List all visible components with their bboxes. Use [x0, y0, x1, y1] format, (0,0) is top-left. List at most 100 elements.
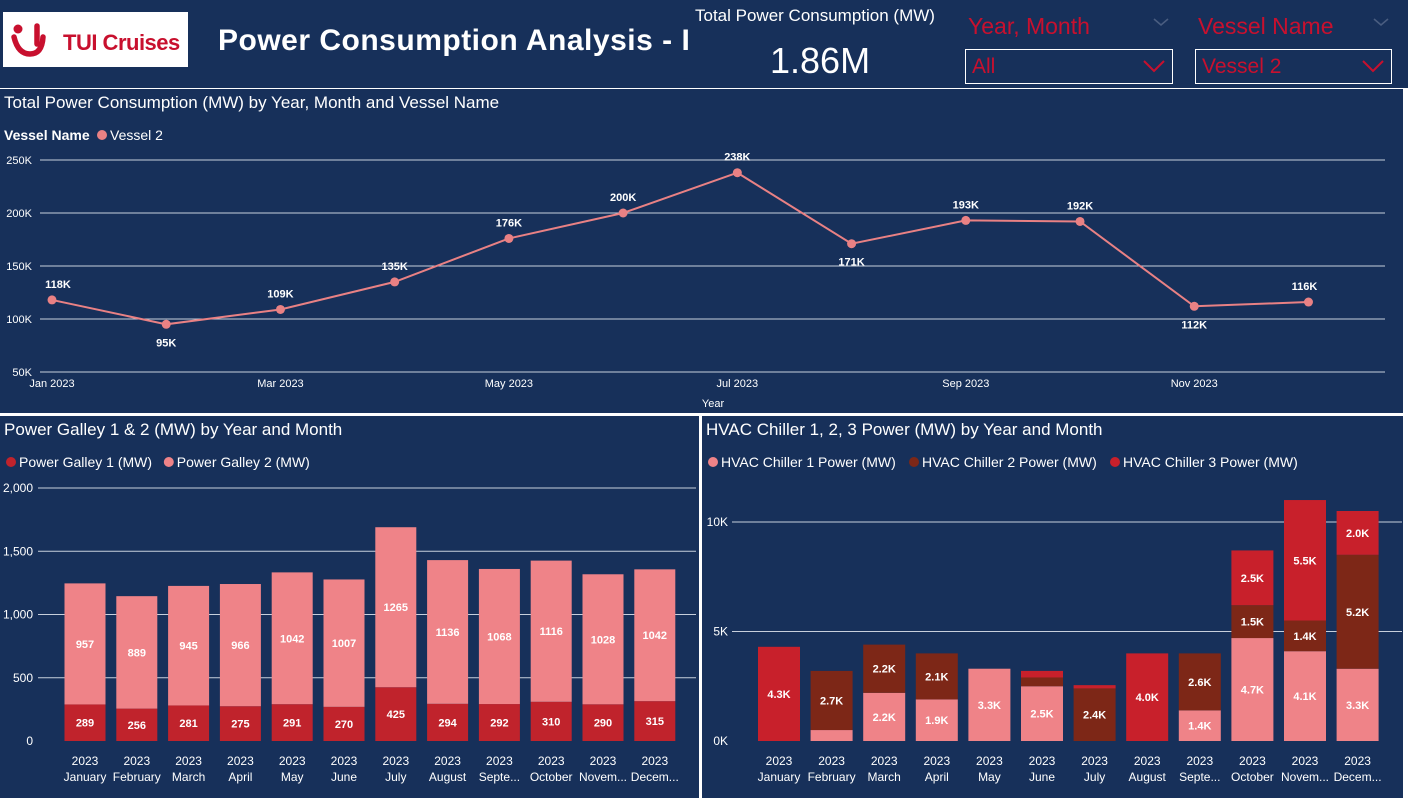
- x-tick-year: 2023: [382, 754, 409, 768]
- slicer-collapse-icon[interactable]: [1152, 16, 1170, 28]
- bar-segment: [168, 585, 210, 706]
- data-label: 5.2K: [1346, 607, 1369, 619]
- y-tick-label: 2,000: [3, 481, 33, 495]
- bar-segment: [271, 704, 313, 741]
- data-point: [1189, 301, 1199, 311]
- x-tick-label: May 2023: [485, 378, 533, 390]
- tui-cruises-logo: TUI Cruises: [3, 12, 188, 67]
- x-tick-label: June: [331, 770, 357, 784]
- x-tick-label: February: [113, 770, 161, 784]
- bar-segment: [168, 705, 210, 741]
- x-tick-label: Nov 2023: [1171, 378, 1218, 390]
- data-label: 289: [76, 718, 94, 730]
- bar-segment: [1284, 620, 1326, 652]
- bar-segment: [1073, 688, 1116, 741]
- bar-segment: [1284, 500, 1326, 621]
- legend-marker: [163, 457, 174, 467]
- kpi-value: 1.86M: [770, 40, 871, 81]
- data-point: [732, 168, 742, 178]
- slicer-collapse-icon[interactable]: [1372, 16, 1390, 28]
- x-tick-label: April: [925, 770, 949, 784]
- legend-label: Power Galley 1 (MW): [19, 454, 152, 470]
- data-label: 957: [76, 639, 94, 651]
- data-label: 3.3K: [978, 700, 1001, 712]
- x-tick-year: 2023: [1134, 754, 1161, 768]
- x-tick-year: 2023: [1029, 754, 1056, 768]
- x-tick-year: 2023: [227, 754, 254, 768]
- bar-segment: [634, 569, 676, 702]
- data-label: 2.0K: [1346, 528, 1369, 540]
- y-tick-label: 150K: [6, 261, 32, 273]
- data-label: 4.1K: [1293, 691, 1316, 703]
- line-chart-panel: Total Power Consumption (MW) by Year, Mo…: [0, 89, 1403, 413]
- bar-segment: [1021, 677, 1063, 687]
- data-label: 1265: [384, 602, 408, 614]
- data-point: [1303, 297, 1313, 307]
- bar-segment: [116, 708, 158, 741]
- data-label: 176K: [496, 217, 522, 229]
- data-label: 425: [387, 709, 405, 721]
- data-label: 294: [438, 717, 457, 729]
- slicer-year-month-dropdown[interactable]: All: [965, 49, 1173, 84]
- slicer-vessel-name-dropdown[interactable]: Vessel 2: [1195, 49, 1392, 84]
- y-tick-label: 1,500: [3, 544, 33, 558]
- x-tick-label: August: [1129, 770, 1167, 784]
- data-label: 112K: [1181, 319, 1207, 331]
- bar-segment: [1336, 554, 1379, 669]
- x-tick-year: 2023: [1344, 754, 1371, 768]
- data-label: 1042: [280, 633, 304, 645]
- bar-segment: [915, 699, 958, 741]
- chart-title: Total Power Consumption (MW) by Year, Mo…: [4, 93, 500, 112]
- x-tick-label: Mar 2023: [257, 378, 303, 390]
- data-label: 118K: [45, 279, 71, 291]
- data-label: 171K: [838, 257, 864, 269]
- y-tick-label: 200K: [6, 208, 32, 220]
- x-tick-year: 2023: [1292, 754, 1319, 768]
- bar-segment: [375, 687, 417, 741]
- data-label: 1.9K: [925, 715, 948, 727]
- data-label: 4.0K: [1136, 692, 1159, 704]
- bar-segment: [478, 704, 520, 741]
- data-label: 275: [231, 719, 249, 731]
- x-tick-year: 2023: [766, 754, 793, 768]
- slicer-vessel-name-value: Vessel 2: [1202, 55, 1282, 78]
- data-label: 109K: [267, 288, 293, 300]
- y-tick-label: 100K: [6, 314, 32, 326]
- y-tick-label: 0: [26, 734, 33, 748]
- y-tick-label: 500: [13, 671, 33, 685]
- legend-label: Vessel 2: [110, 127, 163, 143]
- series-line: [51, 171, 1309, 326]
- data-point: [275, 304, 285, 314]
- data-label: 281: [179, 718, 197, 730]
- x-tick-label: Sep 2023: [942, 378, 989, 390]
- bar-segment: [1021, 670, 1063, 678]
- y-tick-label: 50K: [12, 367, 32, 379]
- x-tick-label: August: [429, 770, 467, 784]
- bar-segment: [219, 584, 261, 707]
- x-tick-label: May: [978, 770, 1001, 784]
- legend-label: HVAC Chiller 2 Power (MW): [922, 454, 1097, 470]
- data-label: 270: [335, 719, 353, 731]
- bar-segment: [758, 646, 800, 741]
- bar-segment: [582, 574, 624, 705]
- x-tick-year: 2023: [538, 754, 565, 768]
- data-point: [618, 208, 628, 218]
- legend-marker: [6, 457, 16, 467]
- line-chart: Vessel Name Vessel 2 50K 100K 150K 200K 250K Ja…: [4, 127, 1385, 410]
- data-label: 291: [283, 718, 301, 730]
- x-tick-year: 2023: [641, 754, 668, 768]
- bar-segment: [219, 706, 261, 741]
- data-label: 95K: [156, 337, 176, 349]
- x-tick-label: March: [868, 770, 901, 784]
- bar-segment: [582, 704, 624, 741]
- data-label: 290: [594, 718, 612, 730]
- data-label: 256: [128, 720, 146, 732]
- slicer-year-month-title: Year, Month: [968, 13, 1090, 39]
- data-point: [504, 233, 514, 243]
- x-tick-year: 2023: [486, 754, 513, 768]
- data-label: 4.7K: [1241, 685, 1264, 697]
- bar-segment: [915, 653, 958, 700]
- x-tick-year: 2023: [923, 754, 950, 768]
- data-label: 193K: [953, 199, 979, 211]
- data-label: 1068: [487, 632, 511, 644]
